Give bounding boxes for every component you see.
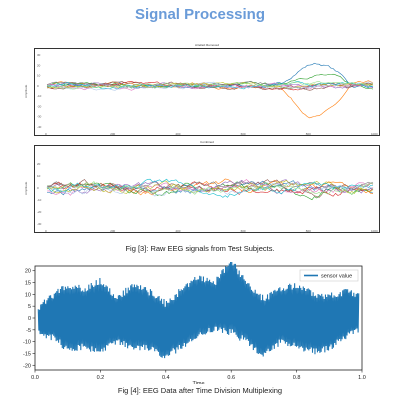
eeg-artefact-removed-chart: -40 -30 -20 -10 0 10 20 30 0 200 400 600 800 1000 <box>37 53 378 136</box>
xtick-label: 1000 <box>371 132 378 136</box>
xtick-label: 400 <box>175 132 180 136</box>
ytick-label: 20 <box>37 63 41 67</box>
ytick-label: 20 <box>37 162 41 166</box>
ytick-label: 10 <box>37 74 41 78</box>
ytick-label: 30 <box>37 53 41 57</box>
eeg-trace-line <box>46 81 374 91</box>
bottom-panel-ylabel: Amplitude <box>24 181 28 195</box>
ytick-label: -40 <box>37 125 42 129</box>
eeg-trace-line <box>46 81 374 90</box>
ytick-label: 15 <box>25 281 31 287</box>
xtick-label: 1000 <box>371 229 378 233</box>
xtick-label: 0 <box>45 229 47 233</box>
ytick-label: -5 <box>26 328 31 334</box>
ytick-label: 10 <box>37 174 41 178</box>
ytick-label: -20 <box>23 363 31 369</box>
page-title: Signal Processing <box>134 6 266 23</box>
xtick-label: 0.8 <box>293 375 301 381</box>
ytick-label: -15 <box>23 351 31 357</box>
eeg-panel-combined: -30 -20 -10 0 10 20 0 200 400 600 800 1000 <box>34 145 380 233</box>
eeg-trace-line <box>46 179 374 196</box>
eeg-trace-line <box>46 182 374 197</box>
ytick-label: -20 <box>37 104 42 108</box>
eeg-trace-line <box>46 179 374 194</box>
ytick-label: 0 <box>37 186 39 190</box>
eeg-trace-line <box>46 180 374 195</box>
legend: sensor value <box>299 269 359 282</box>
eeg-trace-line <box>46 80 374 90</box>
figure3-caption: Fig [3]: Raw EEG signals from Test Subje… <box>125 244 275 253</box>
xtick-label: 800 <box>306 132 311 136</box>
ytick-label: 20 <box>25 269 31 275</box>
bottom-panel-title: Combined <box>200 140 214 144</box>
ytick-label: -30 <box>37 222 42 226</box>
eeg-trace-line <box>46 180 374 193</box>
xtick-label: 200 <box>110 132 115 136</box>
xtick-label: 1.0 <box>358 375 366 381</box>
tdm-eeg-chart: 0.0 0.2 0.4 0.6 0.8 1.0 20 15 10 5 0 -5 -10 -15 -20 Tim… <box>23 262 366 384</box>
figure4-caption: Fig [4]: EEG Data after Time Division Mu… <box>117 386 283 395</box>
ytick-label: 5 <box>28 304 31 310</box>
ytick-label: -10 <box>23 340 31 346</box>
xtick-label: 0.0 <box>31 375 39 381</box>
ytick-label: -30 <box>37 115 42 119</box>
xtick-label: 0 <box>45 132 47 136</box>
ytick-label: -10 <box>37 94 42 98</box>
x-axis-label: Time <box>192 381 204 384</box>
xtick-label: 600 <box>241 229 246 233</box>
xtick-label: 200 <box>110 229 115 233</box>
sensor-value-line <box>37 262 360 359</box>
legend-label: sensor value <box>321 274 352 280</box>
xtick-label: 0.4 <box>162 375 170 381</box>
eeg-panel-artefact-removed: -40 -30 -20 -10 0 10 20 30 0 200 400 600 800 1000 <box>34 48 380 136</box>
top-panel-title: Artefact Removed <box>194 43 219 47</box>
xtick-label: 600 <box>241 132 246 136</box>
ytick-label: 10 <box>25 292 31 298</box>
eeg-trace-line <box>46 181 374 195</box>
ytick-label: 0 <box>37 84 39 88</box>
xtick-label: 400 <box>175 229 180 233</box>
xtick-label: 0.2 <box>97 375 105 381</box>
eeg-trace-line <box>46 80 374 90</box>
ytick-label: 0 <box>28 316 31 322</box>
ytick-label: -10 <box>37 198 42 202</box>
ytick-label: -20 <box>37 210 42 214</box>
xtick-label: 800 <box>306 229 311 233</box>
top-panel-ylabel: Amplitude <box>24 84 28 98</box>
xtick-label: 0.6 <box>227 375 235 381</box>
legend-box <box>299 269 359 282</box>
